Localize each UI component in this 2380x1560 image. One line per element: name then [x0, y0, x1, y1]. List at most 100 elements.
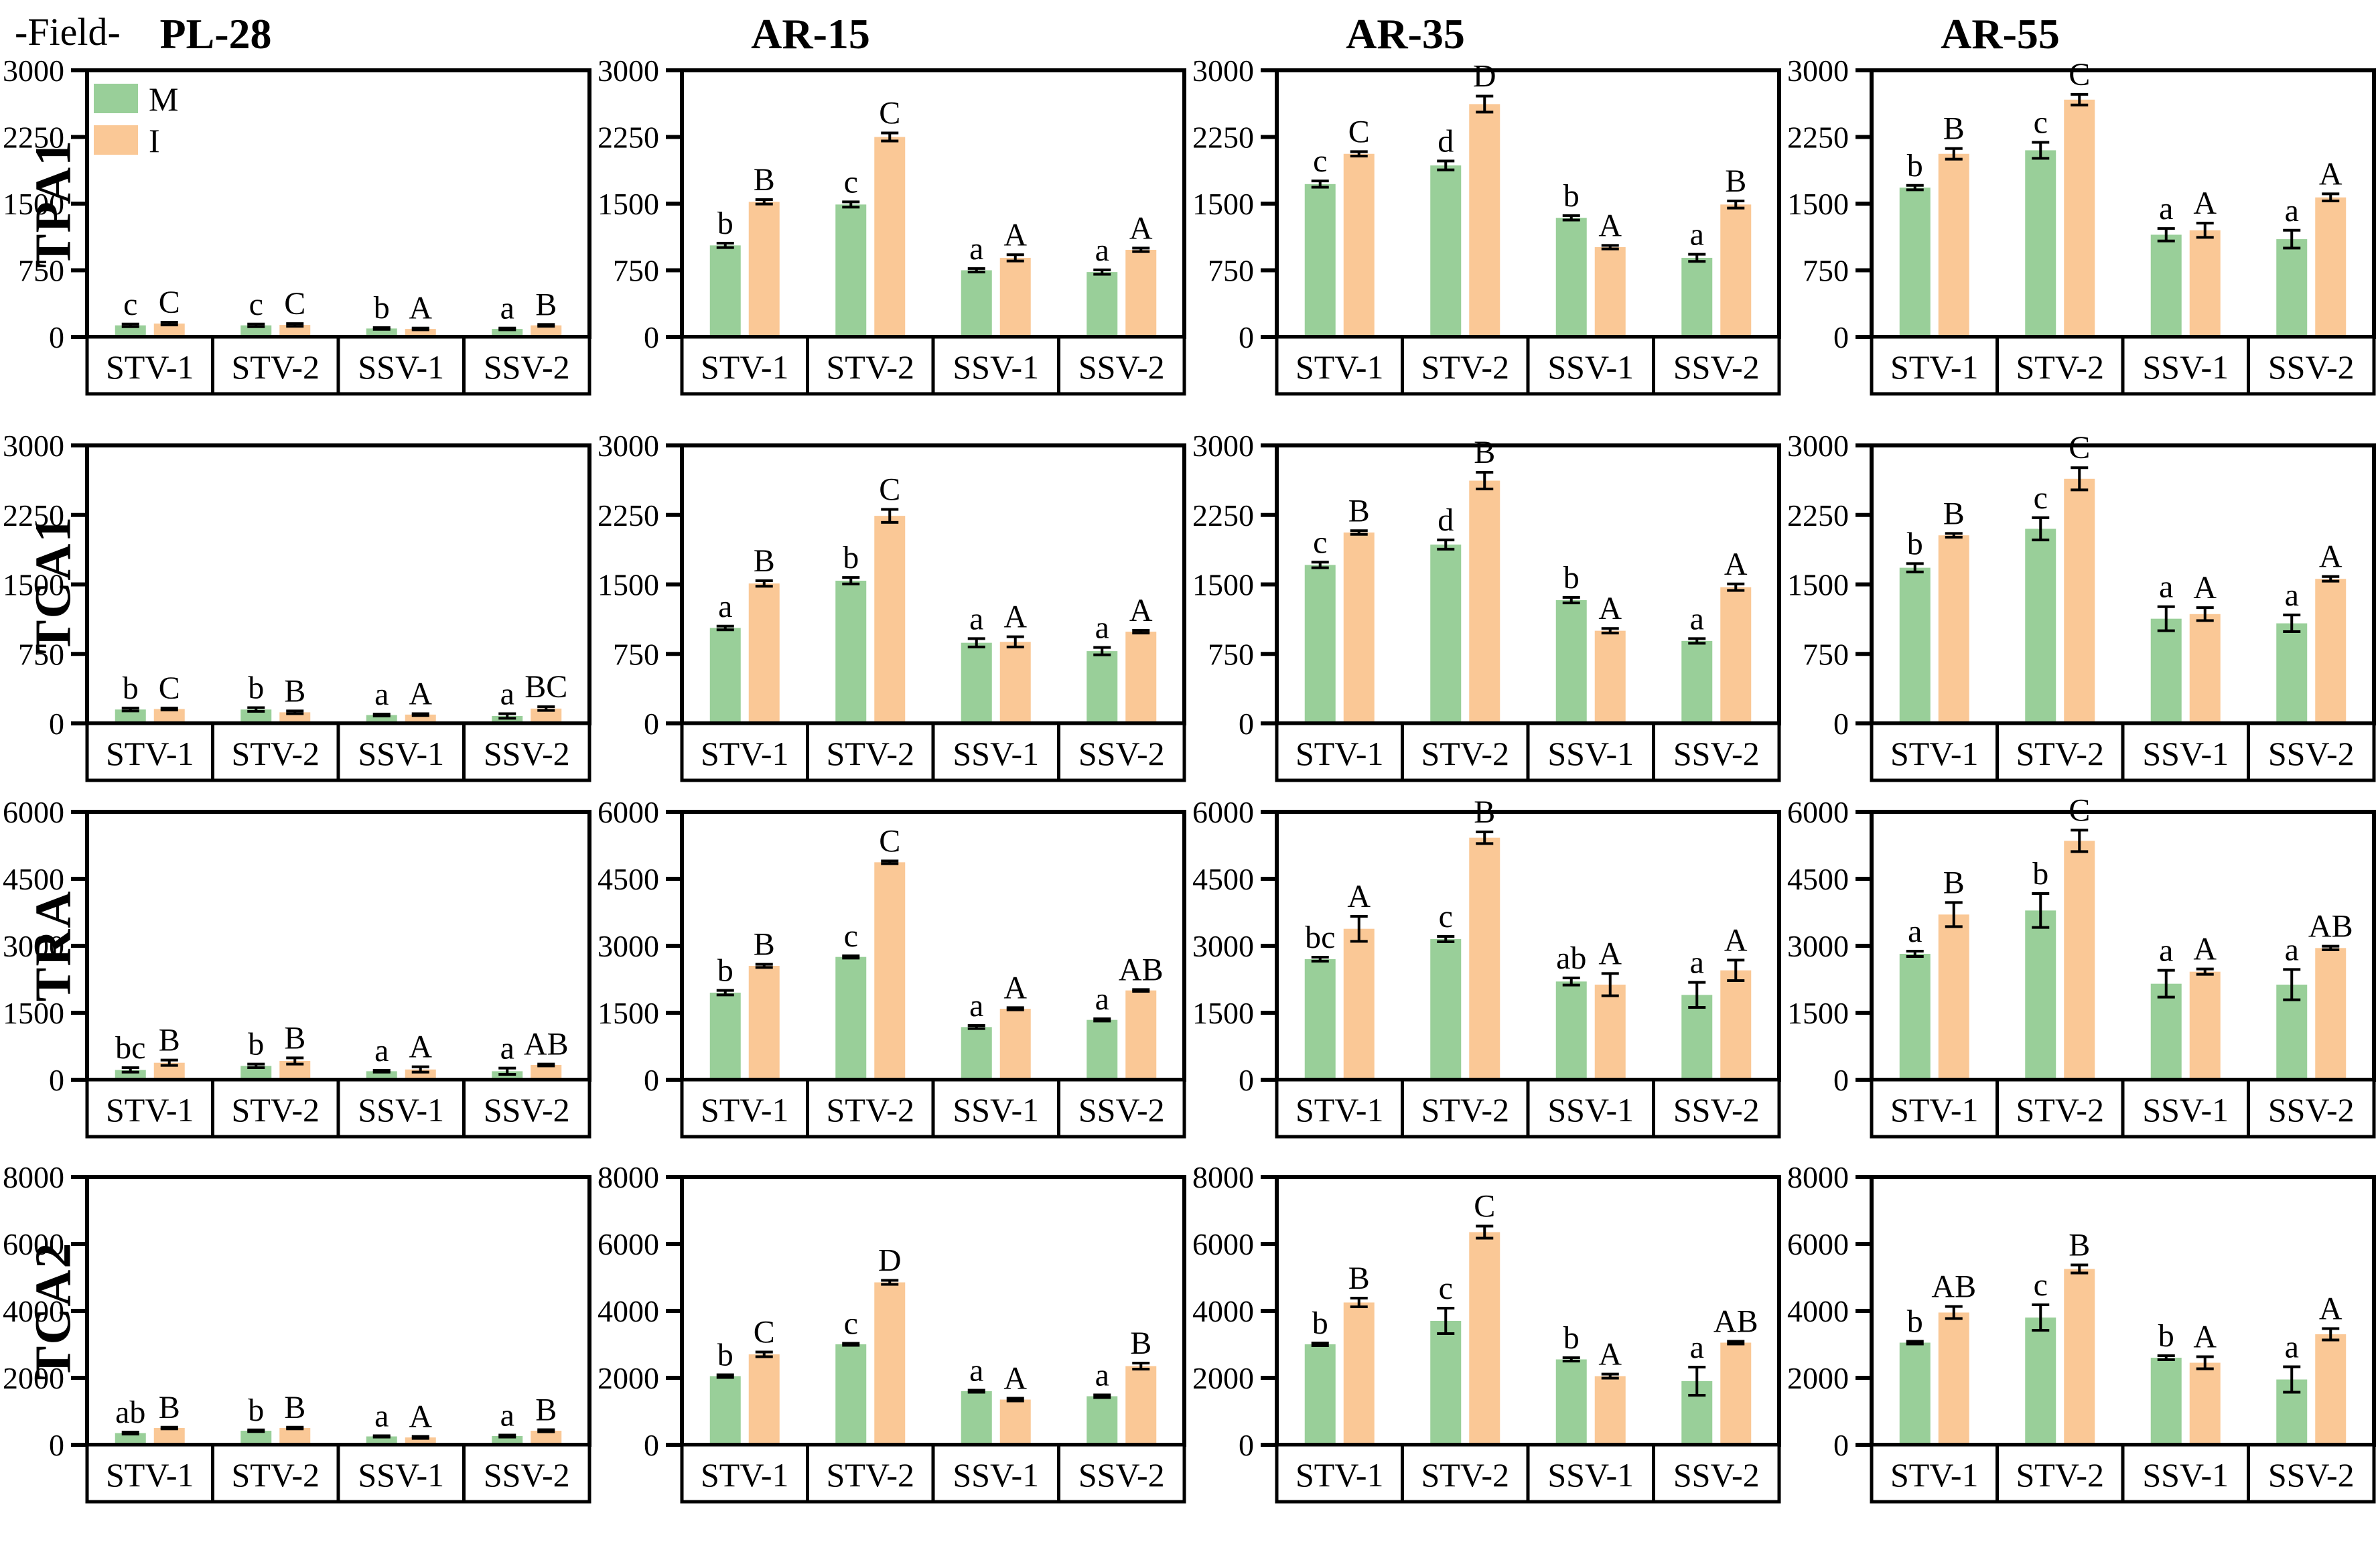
error-bar — [1727, 1340, 1745, 1346]
y-tick-label: 3000 — [3, 429, 64, 463]
y-tick-label: 1500 — [1787, 568, 1849, 602]
significance-letter: a — [500, 1031, 514, 1066]
x-category-box — [1275, 1078, 1404, 1139]
x-category-label: SSV-2 — [2268, 1456, 2355, 1494]
significance-letter: B — [1474, 435, 1495, 470]
y-tick-label: 3000 — [1192, 929, 1254, 963]
significance-letter: a — [2285, 193, 2299, 228]
y-tick-label: 2250 — [1787, 498, 1849, 533]
significance-letter: a — [2285, 577, 2299, 613]
x-category-label: SSV-1 — [953, 1091, 1039, 1129]
error-bar — [1562, 214, 1580, 222]
bar-I-SSV-2 — [2315, 1334, 2347, 1445]
bar-M-STV-2 — [1430, 545, 1462, 723]
y-tick-label: 750 — [18, 637, 64, 671]
error-bar — [2196, 967, 2214, 976]
y-tick-label: 3000 — [598, 429, 659, 463]
bar-M-SSV-2 — [1681, 995, 1713, 1080]
error-bar — [1132, 628, 1150, 635]
x-category-box — [336, 1078, 466, 1139]
field-label: -Field- — [15, 10, 121, 54]
bar-M-SSV-2 — [2276, 623, 2308, 723]
x-category-box — [211, 1078, 340, 1139]
y-tick-label: 6000 — [598, 795, 659, 829]
error-bar — [1727, 200, 1745, 210]
bar-I-SSV-1 — [1594, 630, 1626, 723]
x-category-label: STV-2 — [826, 348, 914, 386]
x-category-label: SSV-2 — [1673, 735, 1760, 772]
x-category-label: STV-2 — [1421, 1456, 1509, 1494]
significance-letter: A — [1598, 1337, 1622, 1372]
bar-M-STV-2 — [835, 580, 867, 723]
bar-M-STV-2 — [240, 325, 272, 337]
error-bar — [2283, 614, 2301, 634]
x-category-box — [85, 1443, 214, 1504]
y-tick-label: 0 — [1239, 320, 1254, 354]
error-bar — [286, 1425, 304, 1431]
error-bar — [1093, 646, 1111, 656]
bar-M-STV-2 — [240, 1431, 272, 1445]
bar-I-STV-1 — [1343, 928, 1375, 1080]
y-tick-label: 2000 — [3, 1361, 64, 1395]
bar-M-SSV-2 — [492, 329, 523, 337]
x-category-box — [2247, 335, 2376, 396]
significance-letter: C — [159, 670, 180, 706]
significance-letter: c — [844, 918, 858, 954]
x-category-box — [1275, 335, 1404, 396]
x-category-label: STV-1 — [106, 1456, 194, 1494]
significance-letter: c — [844, 164, 858, 200]
bar-I-SSV-2 — [531, 325, 562, 337]
significance-letter: A — [1347, 879, 1371, 914]
error-bar — [1476, 831, 1494, 845]
bar-M-SSV-1 — [961, 1391, 992, 1445]
legend-swatch-I — [94, 125, 138, 155]
y-tick-label: 6000 — [1787, 1227, 1849, 1261]
error-bar — [247, 1062, 265, 1069]
bar-I-STV-1 — [748, 1354, 780, 1445]
error-bar — [967, 1389, 985, 1394]
significance-letter: c — [2034, 1267, 2048, 1303]
significance-letter: B — [1943, 111, 1965, 147]
error-bar — [121, 1066, 139, 1074]
bar-I-SSV-1 — [999, 1009, 1031, 1080]
significance-letter: C — [1474, 1189, 1495, 1224]
error-bar — [121, 322, 139, 328]
significance-letter: C — [1348, 114, 1370, 149]
error-bar — [1437, 935, 1455, 943]
y-tick-label: 0 — [644, 1063, 659, 1097]
bar-I-SSV-2 — [1125, 249, 1157, 337]
error-bar — [2032, 892, 2050, 929]
bar-M-STV-1 — [115, 709, 146, 723]
x-category-box — [1996, 1078, 2125, 1139]
x-category-box — [1526, 1078, 1655, 1139]
significance-letter: B — [1130, 1326, 1151, 1361]
x-category-box — [680, 1078, 809, 1139]
error-bar — [2322, 1327, 2340, 1342]
significance-letter: a — [718, 589, 732, 624]
y-tick-label: 2000 — [1192, 1361, 1254, 1395]
bar-I-STV-1 — [153, 709, 185, 723]
x-category-label: STV-1 — [106, 735, 194, 772]
y-tick-label: 8000 — [3, 1160, 64, 1194]
y-tick-label: 8000 — [1192, 1160, 1254, 1194]
x-category-label: STV-1 — [1296, 1091, 1384, 1129]
significance-letter: a — [2285, 932, 2299, 967]
x-category-box — [1526, 1443, 1655, 1504]
significance-letter: b — [1563, 1320, 1580, 1356]
bar-I-SSV-1 — [1594, 985, 1626, 1080]
y-tick-label: 4500 — [1787, 862, 1849, 896]
y-tick-label: 0 — [644, 1428, 659, 1462]
error-bar — [411, 326, 429, 332]
bar-I-SSV-2 — [1720, 587, 1752, 723]
legend-label-M: M — [149, 80, 178, 118]
significance-letter: AB — [1713, 1304, 1758, 1340]
error-bar — [1311, 956, 1329, 963]
x-category-label: SSV-1 — [1547, 348, 1634, 386]
error-bar — [2157, 227, 2175, 242]
error-bar — [2071, 1263, 2089, 1275]
